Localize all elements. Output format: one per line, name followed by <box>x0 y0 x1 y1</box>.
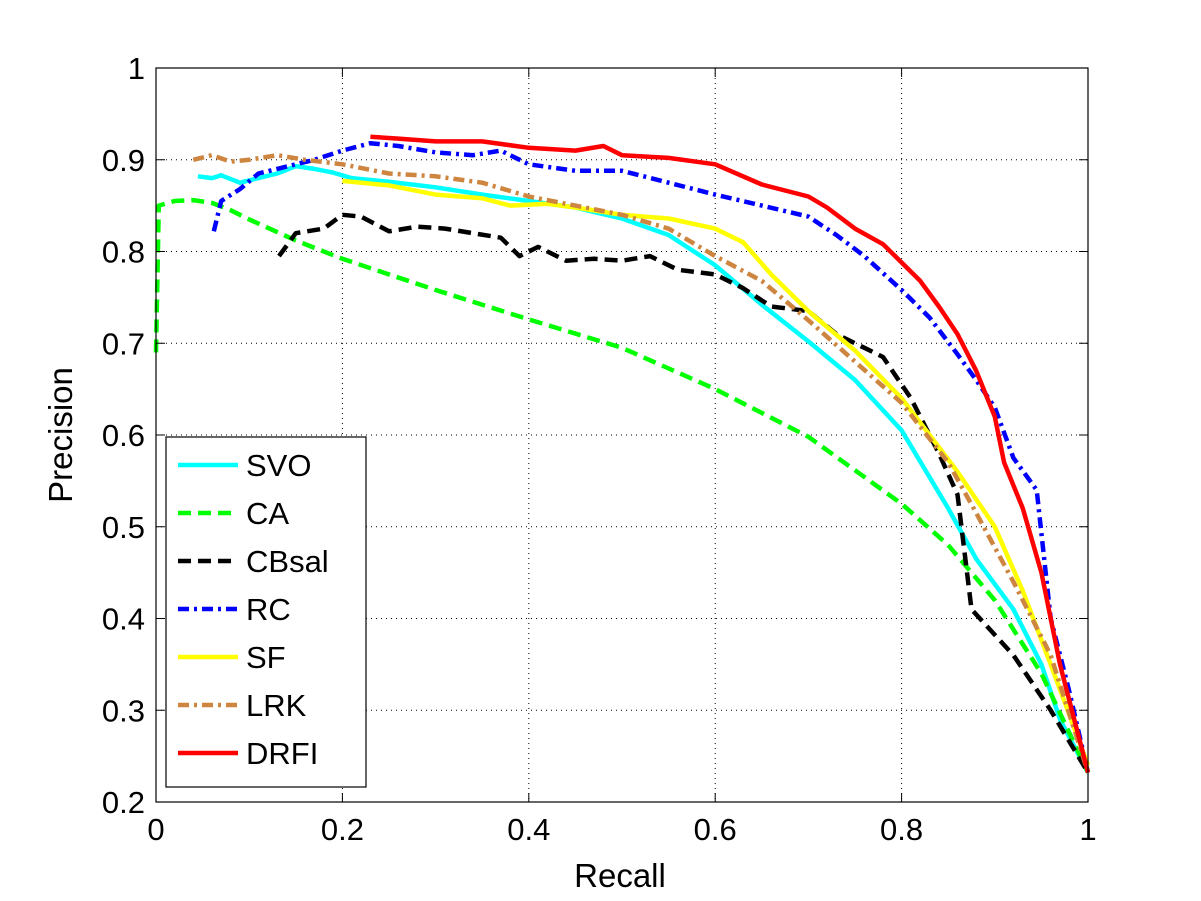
legend-label-cbsal: CBsal <box>246 544 329 579</box>
ticks <box>155 67 1089 803</box>
y-tick-label: 1 <box>128 51 145 86</box>
series-layer <box>153 134 1091 774</box>
legend-label-svo: SVO <box>246 448 311 483</box>
y-tick-label: 0.6 <box>102 418 145 453</box>
series-line-sf <box>342 178 1091 767</box>
legend-label-drfi: DRFI <box>246 736 318 771</box>
series-line-lrk <box>192 152 1091 774</box>
y-tick-label: 0.5 <box>102 510 145 545</box>
series-line-ca <box>153 197 1091 774</box>
y-tick-label: 0.7 <box>102 326 145 361</box>
legend-label-sf: SF <box>246 640 286 675</box>
legend-box <box>165 436 367 788</box>
x-tick-label: 0.4 <box>507 812 550 847</box>
x-tick-label: 0 <box>147 812 164 847</box>
legend-label-lrk: LRK <box>246 688 307 723</box>
series-line-cbsal <box>277 212 1090 774</box>
x-tick-label: 0.6 <box>694 812 737 847</box>
y-tick-label: 0.2 <box>102 785 145 820</box>
legend-label-ca: CA <box>246 496 289 531</box>
y-tick-label: 0.3 <box>102 693 145 728</box>
x-axis-label: Recall <box>574 857 666 894</box>
legend-label-rc: RC <box>246 592 291 627</box>
series-line-rc <box>211 140 1091 774</box>
y-tick-label: 0.8 <box>102 235 145 270</box>
legend: SVO CA CBsal RC SF LRK DRFI <box>165 436 367 788</box>
x-tick-label: 1 <box>1079 812 1096 847</box>
series-line-drfi <box>370 134 1091 774</box>
y-tick-label: 0.9 <box>102 143 145 178</box>
y-axis-label: Precision <box>42 367 79 503</box>
x-tick-label: 0.8 <box>880 812 923 847</box>
x-tick-label: 0.2 <box>321 812 364 847</box>
y-tick-label: 0.4 <box>102 602 145 637</box>
tick-labels: 0 0.2 0.4 0.6 0.8 10.20.30.40.50.60.70.80.91 <box>102 51 1097 847</box>
